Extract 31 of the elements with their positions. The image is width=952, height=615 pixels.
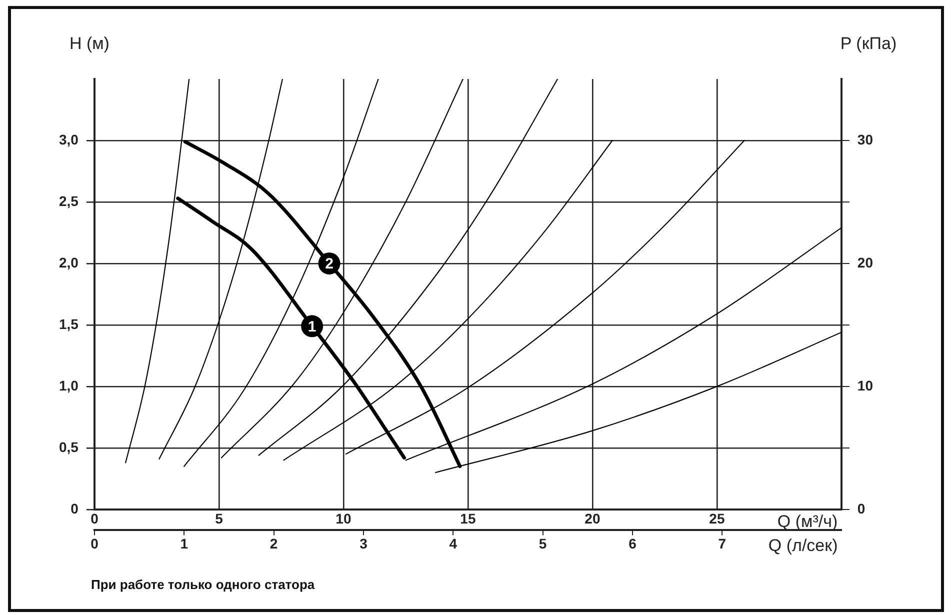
- x2-axis-title: Q (л/сек): [768, 536, 838, 556]
- y2-tick-label: 30: [857, 131, 874, 148]
- x2-tick-label: 2: [270, 535, 278, 552]
- y-tick-label: 2,0: [58, 254, 79, 270]
- y-tick-label: 3,0: [58, 131, 79, 148]
- x2-tick-label: 7: [718, 535, 726, 552]
- text: При работе только одного статора: [91, 577, 315, 592]
- x-tick-label: 10: [336, 510, 352, 527]
- y-tick-label: 1,0: [58, 377, 79, 394]
- x-tick-label: 0: [90, 510, 99, 527]
- y-tick-label: 1,5: [58, 316, 79, 332]
- y2-tick-label: 0: [857, 500, 866, 516]
- y2-axis-title: P (кПа): [840, 34, 897, 54]
- x2-tick-label: 5: [538, 535, 547, 552]
- x2-tick-label: 1: [180, 535, 188, 552]
- x2-tick-label: 4: [449, 535, 458, 552]
- x-tick-label: 20: [584, 510, 600, 527]
- y-tick-label: 0,5: [58, 438, 79, 455]
- y-axis-title: H (м): [69, 34, 110, 54]
- x2-tick-label: 0: [90, 535, 99, 552]
- series-label: 2: [325, 256, 334, 273]
- x-tick-label: 5: [215, 510, 224, 527]
- x2-tick-label: 6: [628, 535, 637, 552]
- y2-tick-label: 20: [857, 254, 874, 270]
- x-tick-label: 25: [709, 510, 725, 527]
- y-tick-label: 0: [70, 500, 79, 516]
- y-tick-label: 2,5: [58, 192, 79, 209]
- series-label: 1: [308, 318, 316, 336]
- y2-tick-label: 10: [857, 377, 874, 394]
- x2-tick-label: 3: [360, 535, 368, 552]
- x-tick-label: 15: [460, 510, 476, 527]
